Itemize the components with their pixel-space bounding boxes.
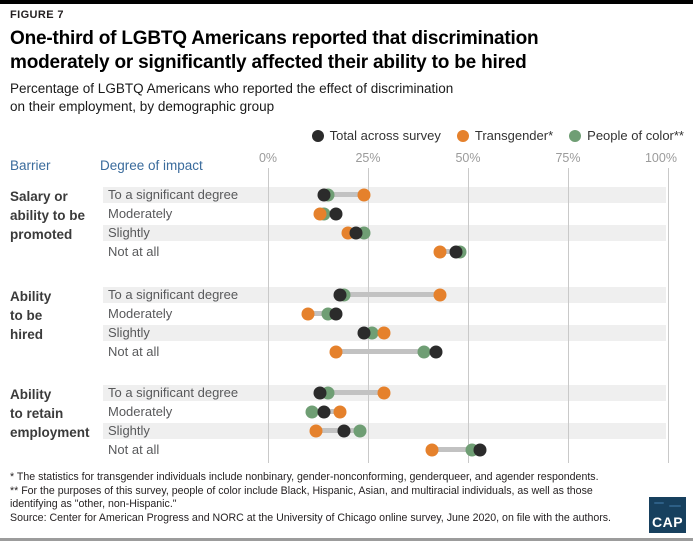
footnote-people-of-color: ** For the purposes of this survey, peop…: [10, 484, 593, 511]
total-series-dot-icon: [311, 129, 324, 142]
barrier-group-label: Salary or ability to be promoted: [10, 189, 86, 242]
data-dot-transgender: [357, 188, 371, 202]
row-band: [103, 187, 666, 203]
chart-title: One-third of LGBTQ Americans reported th…: [10, 28, 539, 73]
data-dot-transgender: [377, 326, 391, 340]
footnotes-block: * The statistics for transgender individ…: [10, 471, 655, 512]
degree-label: Not at all: [108, 244, 160, 259]
connector-bar: [336, 349, 436, 354]
degree-label: Not at all: [108, 442, 160, 457]
gridline: [568, 168, 569, 463]
degree-label: Slightly: [108, 225, 150, 240]
connector-bar: [432, 447, 480, 452]
data-dot-transgender: [377, 386, 391, 400]
data-dot-people-of-color: [417, 345, 431, 359]
degree-label: Slightly: [108, 325, 150, 340]
data-dot-total: [329, 207, 343, 221]
data-dot-total: [357, 326, 371, 340]
gridline: [368, 168, 369, 463]
degree-label: Moderately: [108, 404, 173, 419]
degree-label: To a significant degree: [108, 385, 239, 400]
connector-bar: [340, 292, 440, 297]
data-dot-transgender: [333, 405, 347, 419]
legend-item-total: Total across survey: [311, 128, 441, 143]
barrier-group-label: Ability to be hired: [10, 289, 52, 342]
data-dot-total: [329, 307, 343, 321]
chart-subtitle: Percentage of LGBTQ Americans who report…: [10, 81, 454, 114]
data-dot-total: [429, 345, 443, 359]
legend-label-people-of-color: People of color**: [587, 128, 684, 143]
data-dot-total: [449, 245, 463, 259]
axis-tick-label: 50%: [455, 151, 481, 165]
column-header-barrier: Barrier: [10, 158, 51, 173]
data-dot-transgender: [309, 424, 323, 438]
source-line: Source: Center for American Progress and…: [10, 512, 612, 524]
data-dot-total: [349, 226, 363, 240]
data-dot-total: [337, 424, 351, 438]
legend-item-people-of-color: People of color**: [569, 128, 684, 143]
bottom-border-rule: [0, 538, 693, 541]
column-header-degree-of-impact: Degree of impact: [100, 158, 203, 173]
row-band: [103, 225, 666, 241]
data-dot-people-of-color: [353, 424, 367, 438]
legend-label-total: Total across survey: [329, 128, 441, 143]
cap-logo: CAP: [649, 497, 686, 533]
gridline: [468, 168, 469, 463]
cap-logo-text: CAP: [652, 514, 684, 530]
degree-label: Slightly: [108, 423, 150, 438]
axis-tick-label: 25%: [355, 151, 381, 165]
axis-tick-label: 100%: [644, 151, 677, 165]
legend-item-transgender: Transgender*: [456, 128, 554, 143]
data-dot-transgender: [329, 345, 343, 359]
axis-tick-label: 0%: [258, 151, 278, 165]
gridline: [668, 168, 669, 463]
barrier-group-label: Ability to retain employment: [10, 387, 90, 440]
chart-legend: Total across survey Transgender* People …: [311, 128, 684, 143]
footnote-transgender: * The statistics for transgender individ…: [10, 471, 599, 483]
data-dot-transgender: [301, 307, 315, 321]
transgender-series-dot-icon: [456, 129, 469, 142]
axis-tick-label: 75%: [555, 151, 581, 165]
data-dot-transgender: [433, 245, 447, 259]
connector-bar: [324, 192, 364, 197]
gridline: [268, 168, 269, 463]
data-dot-transgender: [425, 443, 439, 457]
top-border-rule: [0, 0, 693, 4]
people-of-color-series-dot-icon: [569, 129, 582, 142]
degree-label: To a significant degree: [108, 287, 239, 302]
data-dot-transgender: [313, 207, 327, 221]
degree-label: Moderately: [108, 306, 173, 321]
legend-label-transgender: Transgender*: [474, 128, 554, 143]
data-dot-total: [313, 386, 327, 400]
data-dot-total: [333, 288, 347, 302]
degree-label: To a significant degree: [108, 187, 239, 202]
data-dot-transgender: [433, 288, 447, 302]
data-dot-total: [317, 188, 331, 202]
data-dot-total: [473, 443, 487, 457]
data-dot-people-of-color: [305, 405, 319, 419]
logo-wave-decoration-icon: [669, 505, 681, 507]
figure-number-label: FIGURE 7: [10, 9, 64, 21]
row-band: [103, 423, 666, 439]
data-dot-total: [317, 405, 331, 419]
connector-bar: [320, 390, 384, 395]
degree-label: Not at all: [108, 344, 160, 359]
logo-wave-decoration-icon: [654, 502, 664, 504]
degree-label: Moderately: [108, 206, 173, 221]
